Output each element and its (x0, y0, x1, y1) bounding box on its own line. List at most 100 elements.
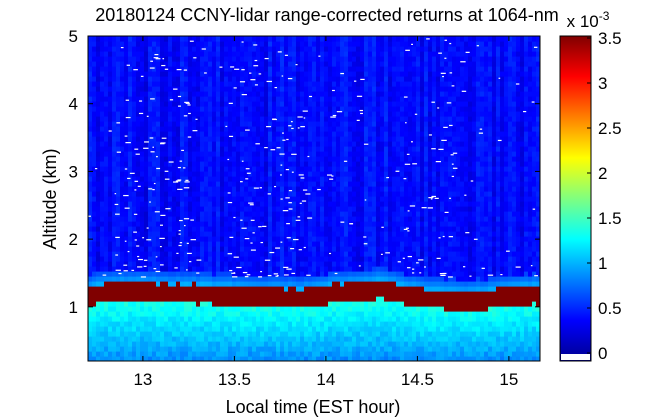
heatmap-cell (236, 51, 241, 57)
heatmap-cell (304, 166, 309, 172)
heatmap-cell (248, 291, 253, 297)
heatmap-cell (360, 216, 365, 222)
heatmap-cell (328, 106, 333, 112)
heatmap-cell (108, 101, 113, 107)
heatmap-cell (124, 351, 129, 357)
heatmap-cell (176, 176, 181, 182)
heatmap-cell (212, 211, 217, 217)
heatmap-cell (268, 81, 273, 87)
heatmap-cell (264, 266, 269, 272)
heatmap-cell (196, 301, 201, 307)
heatmap-cell (392, 146, 397, 152)
heatmap-cell (276, 111, 281, 117)
heatmap-cell (100, 46, 105, 52)
heatmap-cell (144, 116, 149, 122)
heatmap-cell (368, 261, 373, 267)
heatmap-cell (352, 206, 357, 212)
heatmap-cell (316, 301, 321, 307)
heatmap-cell (148, 291, 153, 297)
heatmap-cell (360, 281, 365, 287)
heatmap-cell (124, 136, 129, 142)
heatmap-cell (200, 296, 205, 302)
heatmap-cell (296, 71, 301, 77)
heatmap-cell (344, 136, 349, 142)
heatmap-cell (148, 306, 153, 312)
heatmap-cell (320, 236, 325, 242)
heatmap-cell (368, 301, 373, 307)
heatmap-cell (92, 171, 97, 177)
heatmap-cell (128, 186, 133, 192)
heatmap-cell (196, 71, 201, 77)
heatmap-cell (292, 321, 297, 327)
heatmap-cell (348, 161, 353, 167)
heatmap-cell (176, 101, 181, 107)
heatmap-cell (220, 226, 225, 232)
heatmap-cell (232, 226, 237, 232)
heatmap-cell (244, 301, 249, 307)
heatmap-cell (236, 266, 241, 272)
heatmap-cell (92, 331, 97, 337)
heatmap-cell (108, 236, 113, 242)
heatmap-cell (124, 356, 129, 361)
heatmap-cell (348, 51, 353, 57)
heatmap-cell (92, 336, 97, 342)
heatmap-cell (236, 61, 241, 67)
heatmap-cell (196, 286, 201, 292)
heatmap-cell (88, 286, 93, 292)
heatmap-cell (268, 146, 273, 152)
heatmap-cell (88, 41, 93, 47)
heatmap-cell (316, 261, 321, 267)
heatmap-cell (152, 296, 157, 302)
heatmap-cell (344, 331, 349, 337)
heatmap-cell (196, 201, 201, 207)
heatmap-cell (200, 246, 205, 252)
heatmap-cell (388, 86, 393, 92)
heatmap-cell (320, 326, 325, 332)
heatmap-cell (372, 281, 377, 287)
heatmap-cell (316, 156, 321, 162)
heatmap-cell (304, 306, 309, 312)
heatmap-cell (220, 356, 225, 361)
heatmap-cell (200, 331, 205, 337)
heatmap-cell (164, 106, 169, 112)
heatmap-cell (116, 301, 121, 307)
heatmap-cell (356, 291, 361, 297)
heatmap-cell (92, 356, 97, 361)
heatmap-cell (260, 151, 265, 157)
heatmap-cell (152, 281, 157, 287)
heatmap-cell (336, 316, 341, 322)
heatmap-cell (244, 216, 249, 222)
heatmap-cell (316, 316, 321, 322)
heatmap-cell (104, 306, 109, 312)
heatmap-cell (128, 91, 133, 97)
heatmap-cell (336, 176, 341, 182)
heatmap-cell (152, 131, 157, 137)
heatmap-cell (288, 106, 293, 112)
heatmap-cell (248, 216, 253, 222)
heatmap-cell (384, 156, 389, 162)
heatmap-cell (320, 96, 325, 102)
heatmap-cell (192, 101, 197, 107)
heatmap-cell (272, 156, 277, 162)
heatmap-cell (140, 71, 145, 77)
heatmap-cell (120, 206, 125, 212)
heatmap-cell (312, 141, 317, 147)
heatmap-cell (348, 156, 353, 162)
heatmap-cell (336, 266, 341, 272)
heatmap-cell (96, 201, 101, 207)
heatmap-cell (232, 276, 237, 282)
heatmap-cell (364, 136, 369, 142)
heatmap-cell (312, 226, 317, 232)
heatmap-cell (208, 276, 213, 282)
heatmap-cell (260, 131, 265, 137)
heatmap-cell (300, 66, 305, 72)
heatmap-cell (88, 91, 93, 97)
heatmap-cell (96, 286, 101, 292)
heatmap-cell (276, 116, 281, 122)
heatmap-cell (136, 191, 141, 197)
heatmap-cell (388, 326, 393, 332)
heatmap-cell (260, 221, 265, 227)
heatmap-cell (184, 176, 189, 182)
heatmap-cell (324, 111, 329, 117)
heatmap-cell (288, 276, 293, 282)
